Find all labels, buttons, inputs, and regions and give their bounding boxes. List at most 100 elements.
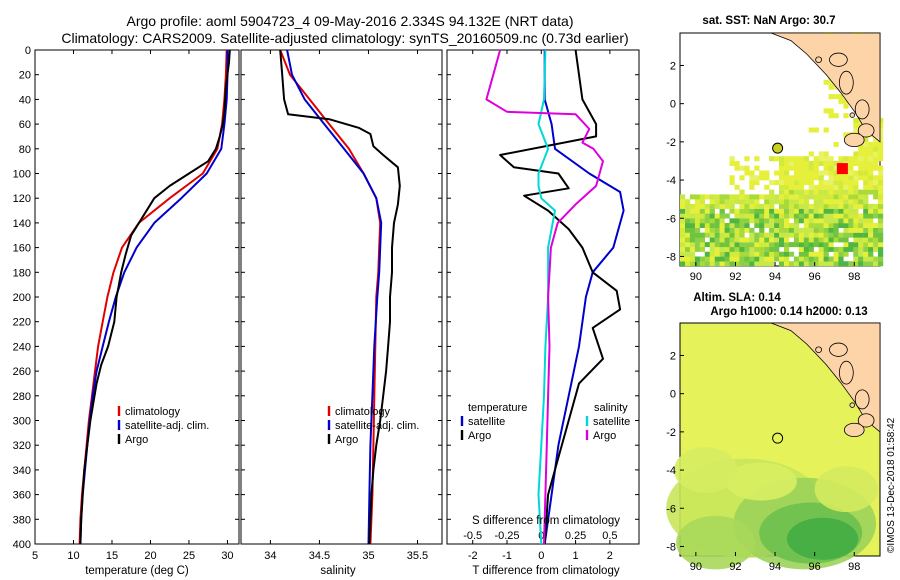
- sst-cell: [813, 223, 819, 228]
- sst-cell: [788, 242, 795, 248]
- sst-cell: [739, 261, 745, 267]
- sst-cell: [744, 208, 750, 214]
- sst-cell: [833, 223, 839, 228]
- sst-cell: [729, 242, 735, 248]
- sst-cell: [843, 199, 849, 205]
- sst-cell: [853, 208, 859, 214]
- sst-cell: [838, 237, 844, 243]
- sst-cell: [793, 242, 800, 248]
- sst-cell: [719, 227, 725, 233]
- sst-cell: [818, 237, 824, 243]
- sst-cell: [863, 156, 869, 162]
- sst-cell: [828, 170, 834, 176]
- map-y-label--8: -8: [666, 251, 676, 263]
- land-island-3: [857, 413, 875, 428]
- sst-cell: [709, 194, 715, 200]
- sst-cell: [853, 246, 859, 252]
- sst-cell: [749, 199, 755, 205]
- sst-cell: [788, 213, 795, 219]
- sst-cell: [838, 98, 844, 104]
- sst-cell: [878, 203, 884, 209]
- sst-cell: [779, 194, 785, 200]
- x-tick-label-0: 0: [538, 550, 544, 562]
- map-x-label-94: 94: [769, 561, 781, 573]
- sst-cell: [754, 256, 760, 262]
- sst-cell: [833, 213, 839, 219]
- sst-cell: [873, 237, 879, 243]
- sst-cell: [828, 108, 834, 114]
- sst-cell: [843, 103, 849, 109]
- x-tick-label-35.5: 35.5: [407, 550, 428, 562]
- sst-cell: [744, 261, 750, 267]
- sst-cell: [788, 194, 795, 200]
- sst-cell: [853, 213, 859, 219]
- sst-cell: [680, 208, 686, 214]
- sst-cell: [808, 223, 814, 228]
- sst-cell: [818, 161, 824, 166]
- map-y-label--6: -6: [666, 213, 676, 225]
- sst-cell: [828, 199, 834, 205]
- sst-cell: [828, 227, 834, 233]
- x-tick-label-5: 5: [32, 550, 38, 562]
- sst-cell: [759, 261, 765, 267]
- map-x-label-92: 92: [729, 561, 741, 573]
- sst-argo-position-marker: [772, 142, 784, 154]
- map-x-label-90: 90: [690, 561, 702, 573]
- sst-cell: [863, 194, 869, 200]
- sst-cell: [828, 246, 834, 252]
- sst-cell: [853, 189, 859, 195]
- sst-cell: [709, 203, 715, 209]
- sst-cell: [803, 208, 809, 214]
- sst-cell: [848, 156, 854, 162]
- sst-cell: [828, 208, 834, 214]
- sst-cell: [714, 251, 720, 257]
- sst-cell: [774, 194, 780, 200]
- sst-cell: [729, 246, 735, 252]
- sst-cell: [863, 137, 869, 143]
- sal-legend-clim: climatology: [335, 406, 391, 418]
- sst-cell: [823, 161, 829, 166]
- sst-cell: [784, 184, 790, 190]
- sst-cell: [873, 184, 879, 190]
- sst-cell: [734, 184, 740, 190]
- sst-cell: [719, 223, 725, 228]
- sst-cell: [719, 218, 725, 224]
- y-tick-label-300: 300: [13, 416, 31, 428]
- land-island-4: [843, 132, 865, 148]
- sst-cell: [699, 246, 705, 252]
- sst-cell: [868, 208, 874, 214]
- sst-cell: [798, 242, 804, 248]
- sst-cell: [793, 237, 800, 243]
- sst-cell: [868, 180, 874, 186]
- land-island-1: [839, 70, 854, 95]
- sst-cell: [843, 208, 849, 214]
- sst-cell: [843, 223, 849, 228]
- sst-cell: [724, 251, 730, 257]
- sst-cell: [848, 242, 854, 248]
- sst-cell: [868, 161, 874, 166]
- sst-cell: [878, 170, 884, 176]
- sst-cell: [759, 227, 765, 233]
- sst-cell: [833, 227, 839, 233]
- sst-cell: [798, 189, 804, 195]
- sst-cell: [784, 246, 790, 252]
- sst-cell: [759, 242, 765, 248]
- sal-legend-sat: satellite-adj. clim.: [335, 420, 419, 432]
- sst-cell: [848, 208, 854, 214]
- series-line-satellite-adj-clim-: [286, 49, 383, 545]
- sst-cell: [754, 223, 760, 228]
- sst-cell: [823, 261, 829, 267]
- sst-cell: [863, 203, 869, 209]
- sst-cell: [878, 180, 884, 186]
- sst-cell: [878, 132, 884, 138]
- sst-cell: [838, 156, 844, 162]
- sst-cell: [833, 237, 839, 243]
- sst-cell: [764, 199, 770, 205]
- sst-cell: [699, 218, 705, 224]
- sst-cell: [754, 218, 760, 224]
- sst-cell: [724, 242, 730, 248]
- sst-cell: [714, 232, 720, 238]
- sst-cell: [680, 237, 686, 243]
- sst-cell: [774, 237, 780, 243]
- sst-cell: [848, 165, 854, 171]
